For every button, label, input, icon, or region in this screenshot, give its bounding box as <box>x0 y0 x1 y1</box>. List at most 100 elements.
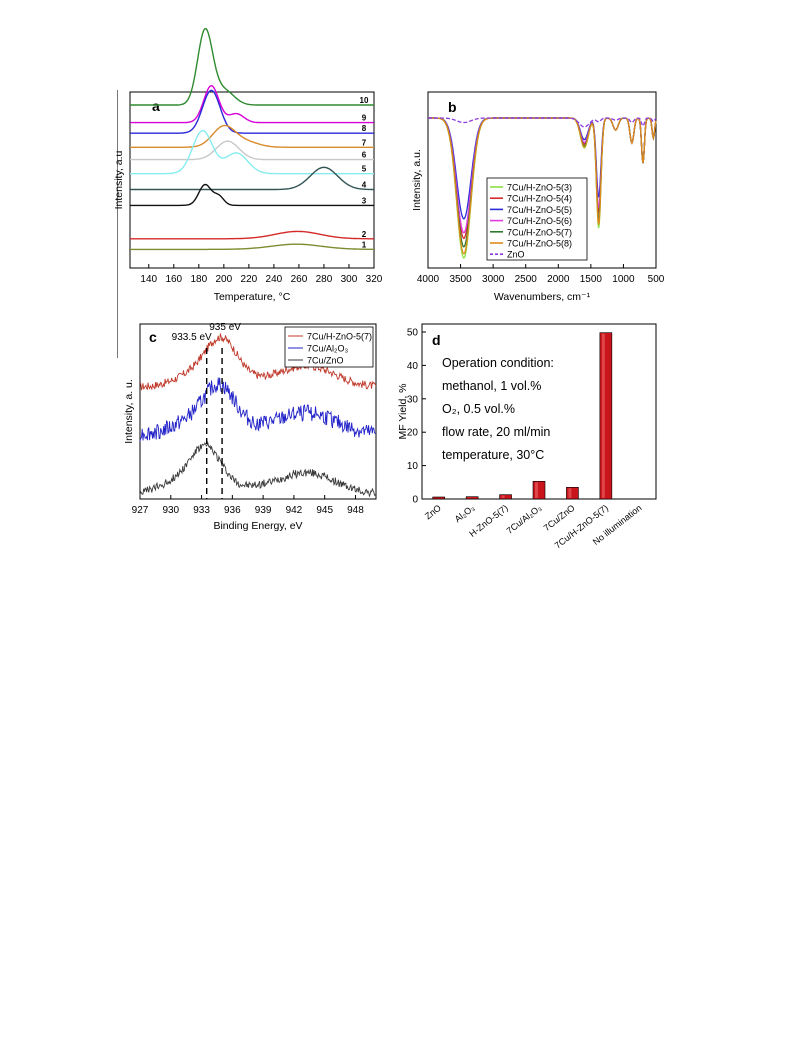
bar-highlight <box>535 482 538 498</box>
panel-letter: c <box>149 329 157 345</box>
page-margin-rule <box>117 90 118 358</box>
peak-annotation: 933.5 eV <box>172 332 212 343</box>
legend-entry: 7Cu/ZnO <box>307 356 344 366</box>
peak-annotation: 935 eV <box>209 322 241 333</box>
legend-entry: 7Cu/H-ZnO-5(4) <box>507 194 572 204</box>
legend-entry: 7Cu/H-ZnO-5(5) <box>507 205 572 215</box>
y-tick-label: 30 <box>407 394 419 405</box>
x-tick-label: 942 <box>286 505 303 516</box>
panel-c-frame <box>139 323 377 500</box>
x-tick-label: 1000 <box>612 274 635 285</box>
condition-text: temperature, 30°C <box>442 448 544 462</box>
legend-entry: 7Cu/H-ZnO-5(7) <box>507 227 572 237</box>
legend-entry: 7Cu/H-ZnO-5(3) <box>507 183 572 193</box>
curve-number-label: 8 <box>362 124 367 133</box>
curve-number-label: 7 <box>362 138 367 147</box>
series-line-8 <box>130 89 374 134</box>
x-tick-label: 3000 <box>482 274 505 285</box>
category-label: Al₂O₃ <box>453 502 477 524</box>
category-label: ZnO <box>423 503 443 522</box>
x-tick-label: 260 <box>291 274 308 285</box>
x-tick-label: 930 <box>162 505 179 516</box>
series-line-3 <box>130 183 374 207</box>
series-line-5 <box>130 129 374 175</box>
x-tick-label: 1500 <box>580 274 603 285</box>
curve-number-label: 9 <box>362 114 367 123</box>
bar <box>432 496 446 500</box>
curve-number-label: 1 <box>362 240 367 249</box>
bar <box>566 487 579 500</box>
x-tick-label: 2000 <box>547 274 570 285</box>
x-tick-label: 280 <box>316 274 333 285</box>
curve-number-label: 4 <box>362 181 367 190</box>
legend-entry: 7Cu/H-ZnO-5(7) <box>307 332 372 342</box>
legend-box <box>486 177 588 261</box>
y-tick-label: 10 <box>407 461 419 472</box>
condition-text: O₂, 0.5 vol.% <box>442 402 515 416</box>
series-line-1 <box>130 243 374 251</box>
panel-letter: a <box>152 98 160 114</box>
x-tick-label: 180 <box>190 274 207 285</box>
series-line-6 <box>130 140 374 161</box>
series-line-0 <box>139 333 377 391</box>
x-tick-label: 4000 <box>417 274 440 285</box>
x-tick-label: 3500 <box>449 274 472 285</box>
category-label: 7Cu/Al₂O₃ <box>505 502 544 535</box>
bar-highlight <box>501 495 505 498</box>
x-tick-label: 936 <box>224 505 241 516</box>
curve-number-label: 5 <box>362 165 367 174</box>
series-line-2 <box>130 230 374 240</box>
x-tick-label: 240 <box>266 274 283 285</box>
curve-number-label: 10 <box>360 96 369 105</box>
legend-entry: 7Cu/H-ZnO-5(6) <box>507 216 572 226</box>
y-tick-label: 0 <box>412 495 418 506</box>
y-axis-label: Intensity, a.u <box>113 150 125 209</box>
series-line-2 <box>139 441 377 498</box>
curve-number-label: 6 <box>362 151 367 160</box>
x-tick-label: 948 <box>347 505 364 516</box>
x-tick-label: 933 <box>193 505 210 516</box>
series-line-1 <box>139 377 377 442</box>
condition-text: methanol, 1 vol.% <box>442 379 541 393</box>
bar <box>465 496 479 500</box>
curve-number-label: 3 <box>362 196 367 205</box>
series-line-9 <box>130 84 374 124</box>
panel-letter: d <box>432 332 441 348</box>
x-axis-label: Wavenumbers, cm⁻¹ <box>494 291 591 303</box>
series-line-ZnO <box>428 117 657 128</box>
x-tick-label: 140 <box>140 274 157 285</box>
series-line-4 <box>130 166 374 191</box>
x-tick-label: 2500 <box>515 274 538 285</box>
x-tick-label: 160 <box>165 274 182 285</box>
y-axis-label: MF Yield, % <box>397 383 409 439</box>
bar <box>499 494 512 500</box>
legend-entry: 7Cu/Al₂O₃ <box>307 344 349 354</box>
x-axis-label: Temperature, °C <box>214 291 291 303</box>
legend-entry: ZnO <box>507 250 525 260</box>
x-axis-label: Binding Energy, eV <box>213 520 302 532</box>
x-tick-label: 945 <box>316 505 333 516</box>
y-axis-label: Intensity, a.u. <box>411 149 423 211</box>
y-axis-label: Intensity, a. u. <box>123 379 135 444</box>
x-tick-label: 939 <box>255 505 272 516</box>
legend-entry: 7Cu/H-ZnO-5(8) <box>507 239 572 249</box>
condition-text: flow rate, 20 ml/min <box>442 425 550 439</box>
x-tick-label: 300 <box>341 274 358 285</box>
y-tick-label: 40 <box>407 361 419 372</box>
bar-highlight <box>601 333 605 498</box>
x-tick-label: 220 <box>241 274 258 285</box>
y-tick-label: 20 <box>407 428 419 439</box>
series-line-7 <box>130 124 374 148</box>
bar <box>599 332 613 500</box>
panel-b-frame <box>427 91 657 269</box>
series-line-10 <box>130 27 374 106</box>
bar <box>532 480 546 500</box>
x-tick-label: 200 <box>216 274 233 285</box>
y-tick-label: 50 <box>407 328 419 339</box>
panel-a-frame <box>129 91 375 269</box>
condition-text: Operation condition: <box>442 356 554 370</box>
panel-letter: b <box>448 99 457 115</box>
x-tick-label: 500 <box>648 274 665 285</box>
curve-number-label: 2 <box>362 230 367 239</box>
